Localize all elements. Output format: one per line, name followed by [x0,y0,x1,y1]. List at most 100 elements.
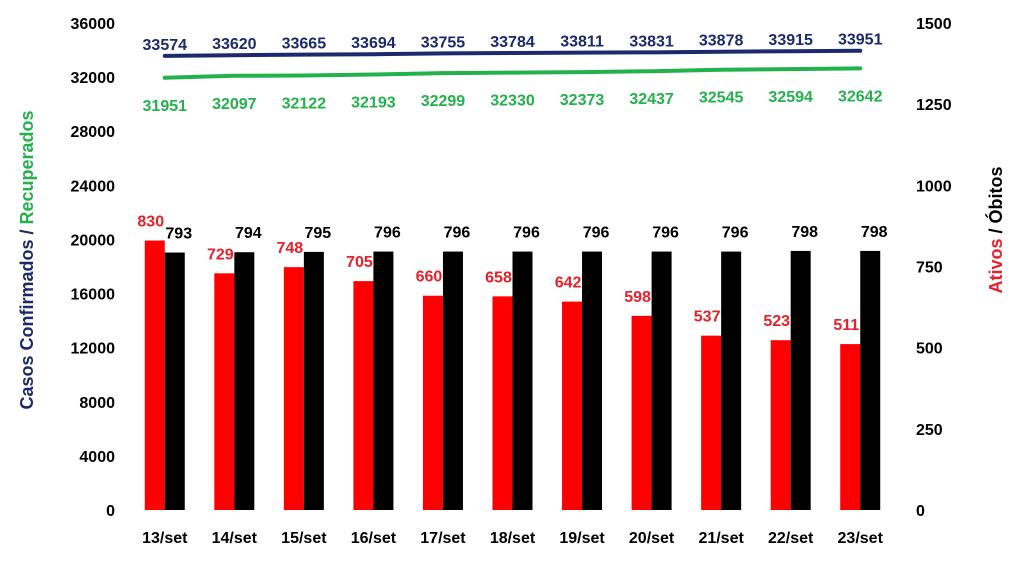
confirmados-data-label: 33784 [490,34,535,51]
left-tick-label: 16000 [71,287,116,304]
x-tick-label: 21/set [698,530,744,547]
obitos-data-label: 796 [652,225,679,242]
bar-ativos [562,301,583,510]
recuperados-data-label: 31951 [143,98,188,115]
x-tick-label: 16/set [351,530,397,547]
ativos-data-label: 537 [694,309,721,326]
bar-obitos [303,251,324,510]
line-recuperados [162,66,863,80]
right-tick-label: 1500 [916,16,952,33]
x-tick-label: 15/set [281,530,327,547]
left-tick-label: 32000 [71,70,116,87]
left-axis-title-separator: / [17,224,37,239]
bar-obitos [860,250,881,510]
left-axis-title: Casos Confirmados / Recuperados [17,110,37,409]
recuperados-data-label: 32122 [282,95,327,112]
recuperados-data-label: 32097 [212,96,257,113]
recuperados-data-label: 32594 [768,89,813,106]
recuperados-data-label: 32642 [838,88,883,105]
bar-ativos [353,281,374,510]
ativos-data-label: 729 [207,246,234,263]
confirmados-data-label: 33665 [282,36,327,53]
recuperados-data-label: 32299 [421,93,466,110]
bar-ativos [214,273,235,510]
obitos-data-label: 793 [165,226,192,243]
bar-obitos [234,252,255,510]
x-tick-label: 13/set [142,530,188,547]
bar-ativos [492,296,513,510]
ativos-data-label: 598 [624,289,651,306]
obitos-data-label: 798 [861,224,888,241]
left-tick-label: 28000 [71,124,116,141]
right-axis-title-obitos: Óbitos [985,166,1006,223]
ativos-data-label: 660 [416,269,443,286]
bar-obitos [373,251,394,510]
bar-ativos [422,295,443,510]
ativos-data-label: 642 [555,275,582,292]
x-tick-label: 19/set [559,530,605,547]
obitos-data-label: 796 [583,225,610,242]
obitos-data-label: 796 [374,225,401,242]
obitos-data-label: 794 [235,225,262,242]
obitos-data-label: 796 [722,225,749,242]
ativos-data-label: 830 [137,214,164,231]
recuperados-data-label: 32193 [351,95,396,112]
confirmados-data-label: 33878 [699,33,744,50]
confirmados-data-label: 33831 [629,33,674,50]
left-tick-label: 12000 [71,341,116,358]
obitos-data-label: 796 [444,225,471,242]
left-tick-label: 24000 [71,178,116,195]
bar-obitos [790,250,811,510]
confirmados-data-label: 33620 [212,36,257,53]
x-tick-label: 23/set [838,530,884,547]
left-tick-label: 8000 [79,395,115,412]
bar-obitos [512,251,533,510]
right-tick-label: 1000 [916,178,952,195]
confirmados-data-label: 33951 [838,32,883,49]
bar-ativos [144,240,165,510]
x-tick-label: 14/set [212,530,258,547]
recuperados-data-label: 32545 [699,90,744,107]
bar-ativos [840,344,861,510]
ativos-data-label: 705 [346,254,373,271]
ativos-data-label: 511 [833,317,859,334]
ativos-data-label: 658 [485,269,512,286]
x-tick-label: 20/set [629,530,675,547]
recuperados-data-label: 32373 [560,92,605,109]
confirmados-data-label: 33694 [351,35,396,52]
x-tick-label: 18/set [490,530,536,547]
obitos-data-label: 796 [513,225,540,242]
bar-ativos [631,315,652,510]
right-axis-title-separator: / [986,223,1006,238]
bar-obitos [582,251,603,510]
bar-ativos [770,340,791,510]
confirmados-data-label: 33811 [560,34,604,51]
bar-ativos [701,335,722,510]
left-axis-title-recuperados: Recuperados [17,110,37,224]
recuperados-data-label: 32437 [629,91,674,108]
right-tick-label: 0 [916,503,925,520]
obitos-data-label: 798 [791,224,818,241]
left-tick-label: 4000 [79,449,115,466]
recuperados-data-label: 32330 [490,93,535,110]
confirmados-data-label: 33755 [421,34,466,51]
confirmados-data-label: 33915 [768,32,813,49]
left-tick-label: 36000 [71,16,116,33]
bar-obitos [442,251,463,510]
right-tick-label: 750 [916,260,943,277]
right-axis-title: Ativos / Óbitos [985,166,1006,293]
line-confirmados [162,48,863,58]
chart-marks: 0 4000 8000 12000 16000 20000 24000 28000 32000 3… [71,16,952,547]
ativos-data-label: 523 [763,313,790,330]
x-tick-label: 22/set [768,530,814,547]
right-tick-label: 250 [916,422,943,439]
ativos-data-label: 748 [277,240,304,257]
confirmados-data-label: 33574 [143,37,188,54]
bar-obitos [721,251,742,510]
obitos-data-label: 795 [305,225,332,242]
right-axis-title-ativos: Ativos [986,239,1006,294]
bar-obitos [651,251,672,510]
left-tick-label: 0 [106,503,115,520]
